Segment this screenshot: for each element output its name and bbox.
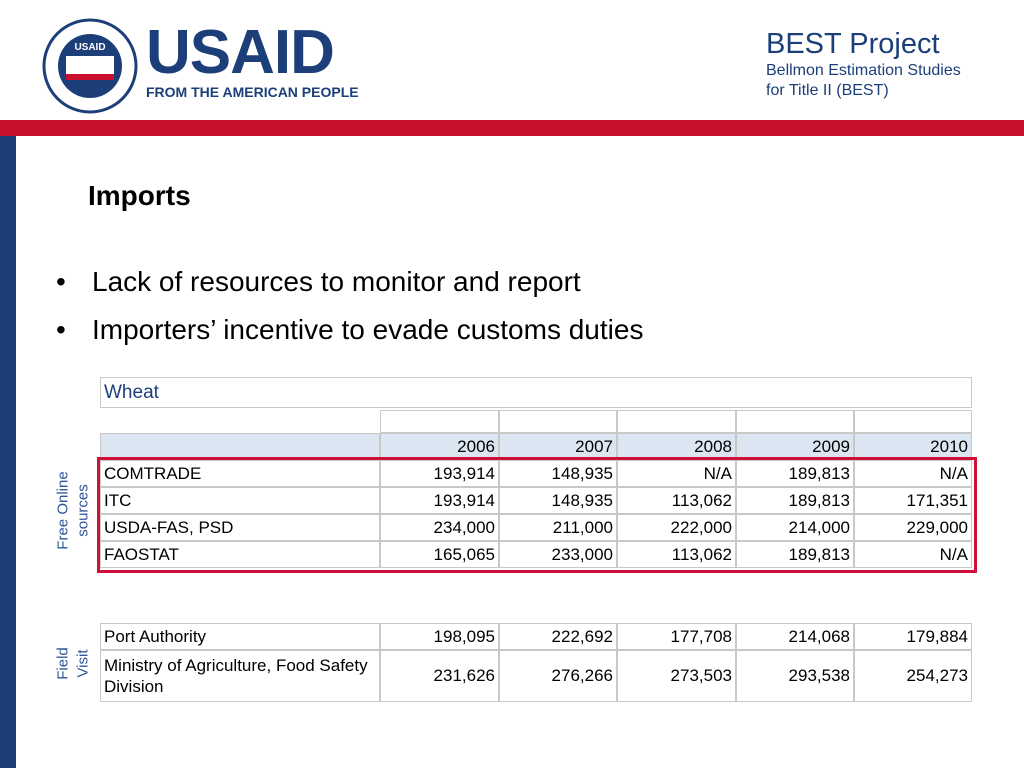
value: 234,000 [380, 514, 499, 541]
source: FAOSTAT [100, 541, 380, 568]
value: 214,000 [736, 514, 854, 541]
value: 222,000 [617, 514, 736, 541]
year: 2010 [854, 433, 972, 460]
year: 2008 [617, 433, 736, 460]
value: 113,062 [617, 487, 736, 514]
value: N/A [617, 460, 736, 487]
value: N/A [854, 460, 972, 487]
empty-cell [736, 410, 854, 433]
empty-cell [380, 410, 499, 433]
value: 198,095 [380, 623, 499, 650]
seal-label: USAID [74, 42, 105, 53]
caption: Wheat [100, 377, 972, 408]
bullet-dot: • [56, 266, 66, 297]
value: 171,351 [854, 487, 972, 514]
value: 254,273 [854, 650, 972, 702]
value: 293,538 [736, 650, 854, 702]
empty-cell [854, 410, 972, 433]
slide-title: Imports [88, 180, 191, 211]
bullet-dot: • [56, 314, 66, 345]
value: 276,266 [499, 650, 617, 702]
tagline: FROM THE AMERICAN PEOPLE [146, 84, 359, 100]
year: 2007 [499, 433, 617, 460]
source: USDA-FAS, PSD [100, 514, 380, 541]
value: 148,935 [499, 460, 617, 487]
header-cell [100, 433, 380, 460]
value: 113,062 [617, 541, 736, 568]
source: Ministry of Agriculture, Food Safety Div… [100, 650, 380, 702]
value: 179,884 [854, 623, 972, 650]
value: 211,000 [499, 514, 617, 541]
group-label: Free Online [54, 471, 72, 550]
bullet: Lack of resources to monitor and report [92, 266, 581, 297]
logo-text: USAID [146, 18, 335, 87]
source: ITC [100, 487, 380, 514]
value: 165,065 [380, 541, 499, 568]
value: 193,914 [380, 460, 499, 487]
project-sub: for Title II (BEST) [766, 82, 889, 99]
project-sub: Bellmon Estimation Studies [766, 62, 961, 79]
project-title: BEST Project [766, 28, 940, 60]
value: 229,000 [854, 514, 972, 541]
empty-cell [499, 410, 617, 433]
group-label: sources [74, 484, 92, 537]
highlight-box [97, 457, 977, 573]
value: 231,626 [380, 650, 499, 702]
value: 189,813 [736, 487, 854, 514]
value: 193,914 [380, 487, 499, 514]
value: N/A [854, 541, 972, 568]
year: 2006 [380, 433, 499, 460]
side-bar [0, 136, 16, 768]
source: Port Authority [100, 623, 380, 650]
value: 189,813 [736, 460, 854, 487]
value: 273,503 [617, 650, 736, 702]
value: 233,000 [499, 541, 617, 568]
value: 177,708 [617, 623, 736, 650]
header-band [0, 120, 1024, 136]
empty-cell [617, 410, 736, 433]
group-label: Visit [74, 649, 92, 678]
group-label: Field [54, 647, 72, 680]
value: 148,935 [499, 487, 617, 514]
year: 2009 [736, 433, 854, 460]
value: 214,068 [736, 623, 854, 650]
value: 222,692 [499, 623, 617, 650]
usaid-seal: USAID [42, 18, 138, 114]
value: 189,813 [736, 541, 854, 568]
logo: USAID [146, 22, 335, 84]
bullet: Importers’ incentive to evade customs du… [92, 314, 644, 345]
source: COMTRADE [100, 460, 380, 487]
